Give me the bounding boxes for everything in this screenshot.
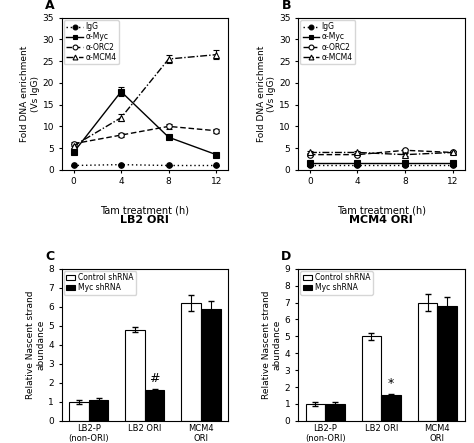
Bar [201, 309, 220, 421]
Y-axis label: Fold DNA enrichment
(Vs IgG): Fold DNA enrichment (Vs IgG) [257, 46, 276, 142]
Legend: IgG, α-Myc, α-ORC2, α-MCM4: IgG, α-Myc, α-ORC2, α-MCM4 [64, 20, 118, 64]
Bar [125, 330, 145, 421]
Text: #: # [149, 372, 160, 385]
X-axis label: Tam treatment (h): Tam treatment (h) [337, 206, 426, 216]
Bar [89, 400, 109, 421]
Legend: Control shRNA, Myc shRNA: Control shRNA, Myc shRNA [64, 271, 136, 295]
Text: *: * [388, 377, 394, 390]
Text: C: C [46, 250, 55, 263]
Y-axis label: Relative Nascent strand
abundance: Relative Nascent strand abundance [263, 291, 282, 399]
Bar [381, 396, 401, 421]
Bar [69, 402, 89, 421]
Text: MCM4 ORI: MCM4 ORI [349, 215, 413, 225]
Bar [306, 404, 325, 421]
X-axis label: Tam treatment (h): Tam treatment (h) [100, 206, 190, 216]
Text: LB2 ORI: LB2 ORI [120, 215, 169, 225]
Legend: IgG, α-Myc, α-ORC2, α-MCM4: IgG, α-Myc, α-ORC2, α-MCM4 [301, 20, 355, 64]
Y-axis label: Relative Nascent strand
abundance: Relative Nascent strand abundance [26, 291, 46, 399]
Bar [325, 404, 345, 421]
Y-axis label: Fold DNA enrichment
(Vs IgG): Fold DNA enrichment (Vs IgG) [20, 46, 40, 142]
Legend: Control shRNA, Myc shRNA: Control shRNA, Myc shRNA [301, 271, 373, 295]
Text: D: D [281, 250, 292, 263]
Bar [438, 306, 457, 421]
Bar [418, 303, 438, 421]
Bar [145, 390, 164, 421]
Bar [362, 336, 381, 421]
Bar [181, 303, 201, 421]
Text: A: A [46, 0, 55, 12]
Text: B: B [282, 0, 292, 12]
